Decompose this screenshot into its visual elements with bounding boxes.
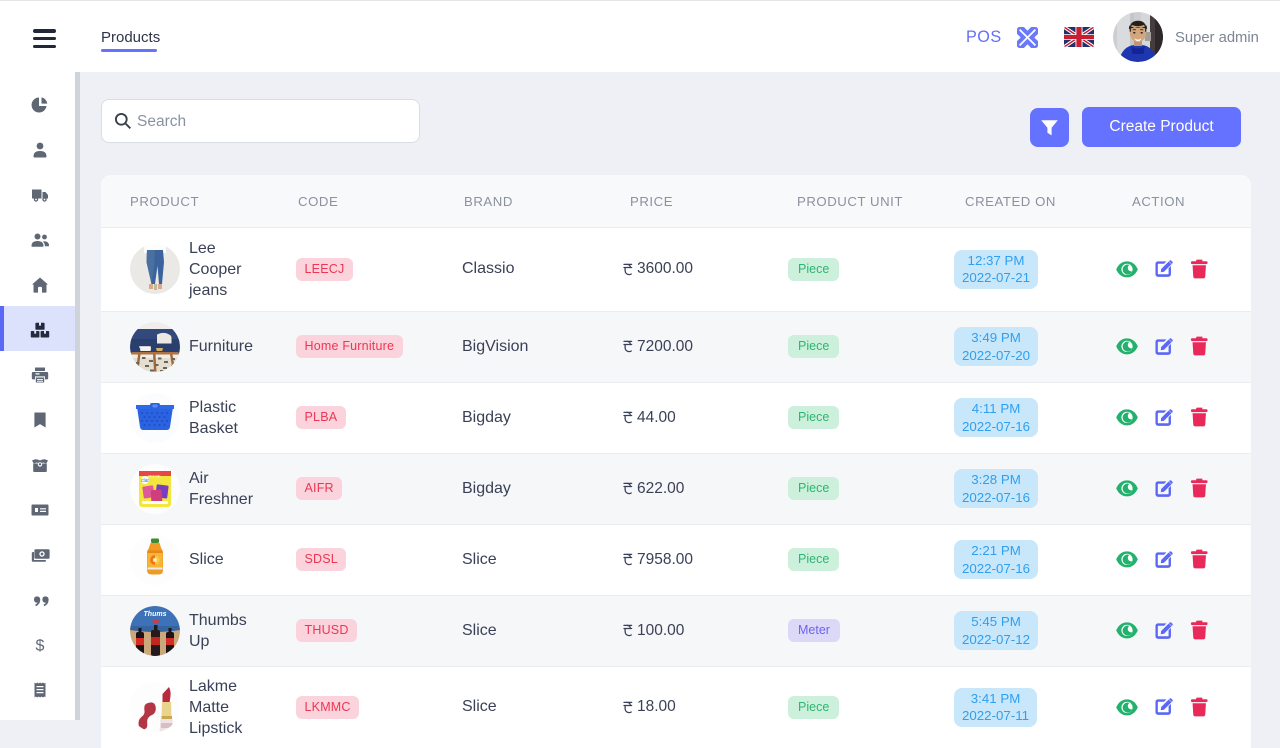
svg-text:Thums: Thums (144, 611, 167, 618)
svg-text:$: $ (35, 507, 38, 512)
svg-text:UP: UP (151, 620, 160, 626)
svg-text:ROYAL: ROYAL (148, 473, 162, 478)
svg-text:$: $ (36, 637, 45, 654)
svg-text:clar: clar (141, 478, 149, 484)
